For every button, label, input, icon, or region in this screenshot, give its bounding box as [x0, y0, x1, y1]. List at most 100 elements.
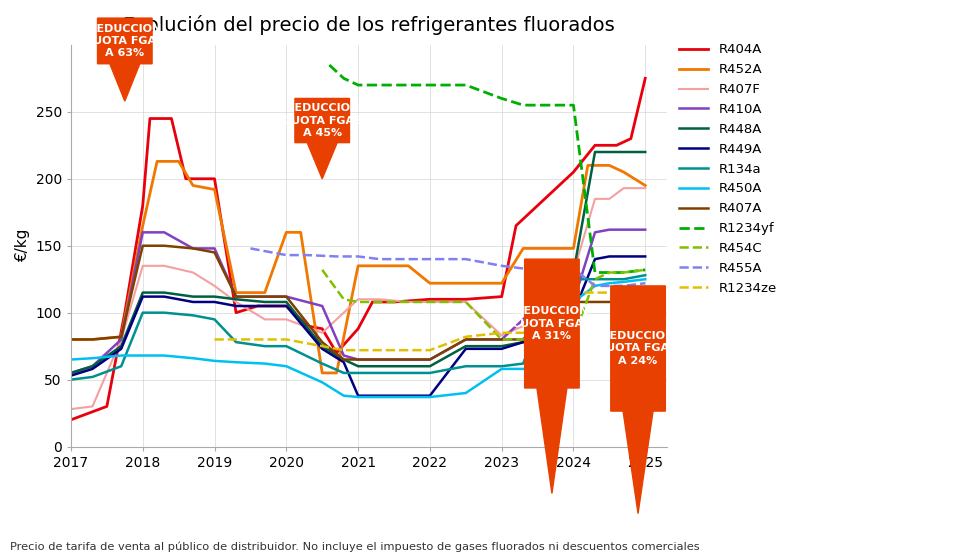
- R407F: [373, 296, 385, 302]
- R410A: [617, 226, 629, 233]
- R407F: [604, 195, 615, 202]
- R1234yf: [323, 62, 335, 68]
- R454C: [424, 299, 436, 305]
- R134a: [65, 376, 76, 383]
- R407F: [86, 403, 98, 410]
- R1234ze: [639, 302, 651, 309]
- R410A: [230, 293, 242, 300]
- R410A: [403, 356, 415, 363]
- R454C: [460, 299, 471, 305]
- R404A: [230, 309, 242, 316]
- R410A: [259, 293, 270, 300]
- R450A: [338, 392, 350, 399]
- Line: R134a: R134a: [71, 275, 645, 380]
- R134a: [259, 343, 270, 350]
- R407F: [352, 296, 364, 302]
- R449A: [424, 392, 436, 399]
- R134a: [230, 339, 242, 345]
- R455A: [302, 252, 314, 259]
- R448A: [65, 370, 76, 376]
- R407A: [86, 336, 98, 343]
- R410A: [532, 302, 544, 309]
- R1234yf: [424, 82, 436, 88]
- R452A: [230, 289, 242, 296]
- R450A: [116, 352, 127, 359]
- Text: REDUCCION
CUOTA FGAS
A 31%: REDUCCION CUOTA FGAS A 31%: [513, 306, 592, 341]
- R1234ze: [373, 347, 385, 354]
- R134a: [517, 360, 529, 367]
- R134a: [116, 363, 127, 370]
- R1234yf: [338, 75, 350, 82]
- R452A: [151, 158, 163, 165]
- R1234yf: [460, 82, 471, 88]
- R449A: [230, 302, 242, 309]
- R134a: [280, 343, 292, 350]
- R449A: [317, 346, 328, 352]
- R1234ze: [517, 330, 529, 336]
- R404A: [330, 350, 342, 356]
- R452A: [352, 263, 364, 269]
- R454C: [496, 336, 508, 343]
- R407F: [460, 299, 471, 305]
- R455A: [639, 280, 651, 286]
- R404A: [352, 325, 364, 332]
- Line: R455A: R455A: [251, 249, 645, 286]
- R1234ze: [403, 347, 415, 354]
- R448A: [159, 289, 171, 296]
- R454C: [567, 334, 579, 340]
- R407A: [280, 293, 292, 300]
- R404A: [460, 296, 471, 302]
- R407A: [65, 336, 76, 343]
- R410A: [460, 336, 471, 343]
- R449A: [352, 392, 364, 399]
- R134a: [137, 309, 149, 316]
- R455A: [617, 282, 629, 289]
- R1234yf: [639, 266, 651, 273]
- R134a: [567, 276, 579, 282]
- R448A: [373, 363, 385, 370]
- Legend: R404A, R452A, R407F, R410A, R448A, R449A, R134a, R450A, R407A, R1234yf, R454C, R: R404A, R452A, R407F, R410A, R448A, R449A…: [679, 43, 777, 295]
- R448A: [589, 149, 601, 155]
- R454C: [617, 269, 629, 276]
- R407F: [116, 336, 127, 343]
- R404A: [180, 175, 192, 182]
- R404A: [144, 115, 156, 122]
- R449A: [209, 299, 221, 305]
- R448A: [403, 363, 415, 370]
- Text: REDUCCION
CUOTA FGAS
A 45%: REDUCCION CUOTA FGAS A 45%: [282, 103, 362, 138]
- R449A: [460, 346, 471, 352]
- R407A: [159, 243, 171, 249]
- Polygon shape: [611, 286, 665, 513]
- R1234ze: [546, 330, 558, 336]
- R450A: [546, 363, 558, 370]
- R1234yf: [589, 269, 601, 276]
- R452A: [604, 162, 615, 169]
- R448A: [116, 343, 127, 350]
- R452A: [373, 263, 385, 269]
- R448A: [460, 343, 471, 350]
- Text: Precio de tarifa de venta al público de distribuidor. No incluye el impuesto de : Precio de tarifa de venta al público de …: [10, 542, 700, 552]
- Y-axis label: €/kg: €/kg: [15, 229, 30, 263]
- R449A: [137, 293, 149, 300]
- R407A: [116, 334, 127, 340]
- R410A: [317, 302, 328, 309]
- R407F: [209, 282, 221, 289]
- R410A: [187, 245, 199, 252]
- R404A: [119, 309, 130, 316]
- R407A: [187, 245, 199, 252]
- R404A: [317, 325, 328, 332]
- R450A: [187, 355, 199, 361]
- Line: R1234yf: R1234yf: [329, 65, 645, 273]
- R407F: [230, 299, 242, 305]
- R450A: [209, 357, 221, 364]
- R404A: [589, 142, 601, 149]
- R448A: [137, 289, 149, 296]
- R407F: [589, 195, 601, 202]
- R407F: [65, 406, 76, 412]
- R449A: [159, 293, 171, 300]
- R407F: [639, 185, 651, 191]
- R407A: [338, 356, 350, 363]
- R455A: [589, 282, 601, 289]
- R404A: [302, 323, 314, 330]
- R454C: [546, 336, 558, 343]
